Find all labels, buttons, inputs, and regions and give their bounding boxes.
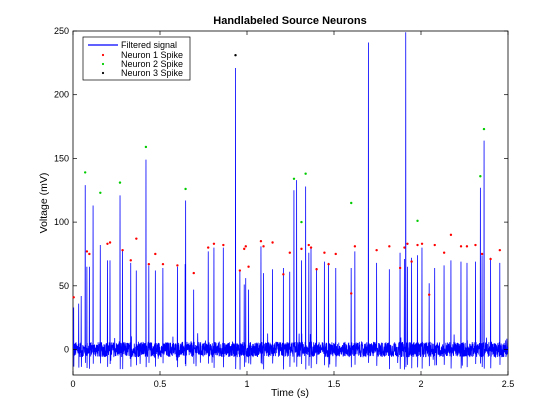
y-tick-label: 50 bbox=[59, 281, 69, 291]
neuron-1-spike-point bbox=[323, 251, 326, 254]
y-tick-label: 200 bbox=[54, 90, 69, 100]
y-axis: 0 50 100 150 200 250 bbox=[54, 26, 508, 355]
neuron-1-spike-point bbox=[88, 252, 91, 256]
legend-swatch-neuron-3 bbox=[101, 71, 105, 75]
neuron-1-spike-point bbox=[406, 242, 409, 245]
x-tick-label: 1.5 bbox=[328, 379, 341, 389]
legend-swatch-neuron-2 bbox=[101, 62, 105, 66]
neuron-2-spike-point bbox=[184, 187, 187, 191]
neuron-1-spike-point bbox=[474, 243, 477, 247]
neuron-1-spike-point bbox=[72, 296, 75, 299]
y-tick-label: 100 bbox=[54, 217, 69, 227]
filtered-signal-line bbox=[73, 32, 508, 370]
neuron-2-spike-point bbox=[482, 127, 486, 131]
neuron-1-spike-point bbox=[416, 243, 419, 247]
neuron-1-spike-point bbox=[315, 268, 318, 271]
neuron-1-spike-point bbox=[259, 240, 263, 243]
neuron-1-spike-point bbox=[212, 242, 216, 245]
neuron-1-spike-point bbox=[403, 246, 406, 249]
neuron-2-spike-point bbox=[118, 181, 122, 184]
neuron-1-spike-point bbox=[85, 250, 89, 253]
legend-swatch-neuron-1 bbox=[101, 53, 105, 57]
spike-markers-layer bbox=[72, 54, 502, 299]
neuron-1-spike-point bbox=[309, 246, 313, 249]
neuron-1-spike-point bbox=[388, 245, 391, 248]
neuron-1-spike-point bbox=[410, 260, 413, 263]
x-tick-label: 2 bbox=[418, 379, 423, 389]
neuron-1-spike-point bbox=[271, 241, 274, 244]
neuron-1-spike-point bbox=[222, 243, 225, 247]
plot-area bbox=[72, 30, 509, 376]
neuron-1-spike-point bbox=[489, 257, 492, 261]
neuron-1-spike-point bbox=[300, 247, 303, 251]
neuron-1-spike-point bbox=[108, 241, 112, 244]
legend-label-filtered-signal: Filtered signal bbox=[121, 40, 177, 50]
neuron-1-spike-point bbox=[465, 245, 469, 248]
neuron-1-spike-point bbox=[206, 246, 210, 249]
x-tick-label: 0.5 bbox=[154, 379, 167, 389]
neuron-1-spike-point bbox=[427, 293, 431, 296]
neuron-1-spike-point bbox=[147, 262, 151, 266]
neuron-1-spike-point bbox=[480, 252, 484, 256]
neuron-1-spike-point bbox=[307, 243, 310, 247]
neuron-1-spike-point bbox=[350, 292, 353, 295]
neuron-1-spike-point bbox=[243, 247, 246, 251]
neuron-1-spike-point bbox=[334, 252, 337, 256]
neuron-1-spike-point bbox=[121, 248, 124, 252]
neuron-1-spike-point bbox=[449, 233, 453, 237]
legend-box bbox=[82, 36, 191, 81]
legend: Filtered signal Neuron 1 Spike Neuron 2 … bbox=[82, 36, 191, 81]
neuron-1-spike-point bbox=[262, 245, 265, 248]
x-tick-label: 1 bbox=[244, 379, 249, 389]
legend-label-neuron-1: Neuron 1 Spike bbox=[121, 50, 183, 60]
y-tick-label: 250 bbox=[54, 26, 69, 36]
neuron-2-spike-point bbox=[99, 191, 102, 195]
filtered-signal-layer bbox=[73, 32, 508, 370]
neuron-1-spike-point bbox=[135, 237, 138, 240]
y-axis-label: Voltage (mV) bbox=[38, 173, 50, 234]
neuron-1-spike-point bbox=[442, 251, 446, 254]
neuron-1-spike-point bbox=[176, 264, 179, 267]
neuron-1-spike-point bbox=[282, 273, 285, 276]
neuron-1-spike-point bbox=[459, 245, 463, 248]
neuron-3-spike-point bbox=[234, 54, 237, 57]
legend-label-neuron-2: Neuron 2 Spike bbox=[121, 59, 183, 69]
chart-title: Handlabeled Source Neurons bbox=[213, 15, 366, 27]
neuron-1-spike-point bbox=[375, 248, 378, 252]
neuron-1-spike-point bbox=[154, 252, 157, 256]
neuron-2-spike-point bbox=[300, 220, 303, 224]
neuron-2-spike-point bbox=[144, 145, 148, 149]
neuron-2-spike-point bbox=[479, 175, 482, 178]
neuron-1-spike-point bbox=[433, 243, 436, 247]
neuron-1-spike-point bbox=[420, 242, 424, 245]
neuron-1-spike-point bbox=[398, 266, 402, 270]
y-tick-label: 150 bbox=[54, 153, 69, 163]
neuron-1-spike-point bbox=[244, 245, 247, 248]
neuron-2-spike-point bbox=[292, 177, 296, 180]
neuron-1-spike-point bbox=[498, 248, 502, 252]
neuron-1-spike-point bbox=[353, 245, 357, 248]
x-tick-label: 2.5 bbox=[502, 379, 515, 389]
neuron-1-spike-point bbox=[327, 262, 330, 266]
neuron-1-spike-point bbox=[288, 251, 292, 254]
legend-label-neuron-3: Neuron 3 Spike bbox=[121, 68, 183, 78]
neuron-2-spike-point bbox=[416, 219, 419, 223]
x-axis-label: Time (s) bbox=[271, 387, 309, 399]
neuron-1-spike-point bbox=[106, 242, 109, 245]
neuron-1-spike-point bbox=[247, 265, 250, 268]
y-tick-label: 0 bbox=[64, 345, 69, 355]
axes-box bbox=[72, 30, 509, 376]
neuron-1-spike-point bbox=[161, 262, 165, 266]
neuron-2-spike-point bbox=[350, 201, 353, 205]
neuron-2-spike-point bbox=[304, 172, 307, 175]
neuron-1-spike-point bbox=[238, 269, 242, 272]
x-axis: 0 0.5 1 1.5 2 2.5 bbox=[70, 31, 514, 389]
x-tick-label: 0 bbox=[70, 379, 75, 389]
neuron-1-spike-point bbox=[129, 259, 132, 262]
neuron-1-spike-point bbox=[192, 271, 195, 275]
neuron-2-spike-point bbox=[83, 171, 87, 174]
